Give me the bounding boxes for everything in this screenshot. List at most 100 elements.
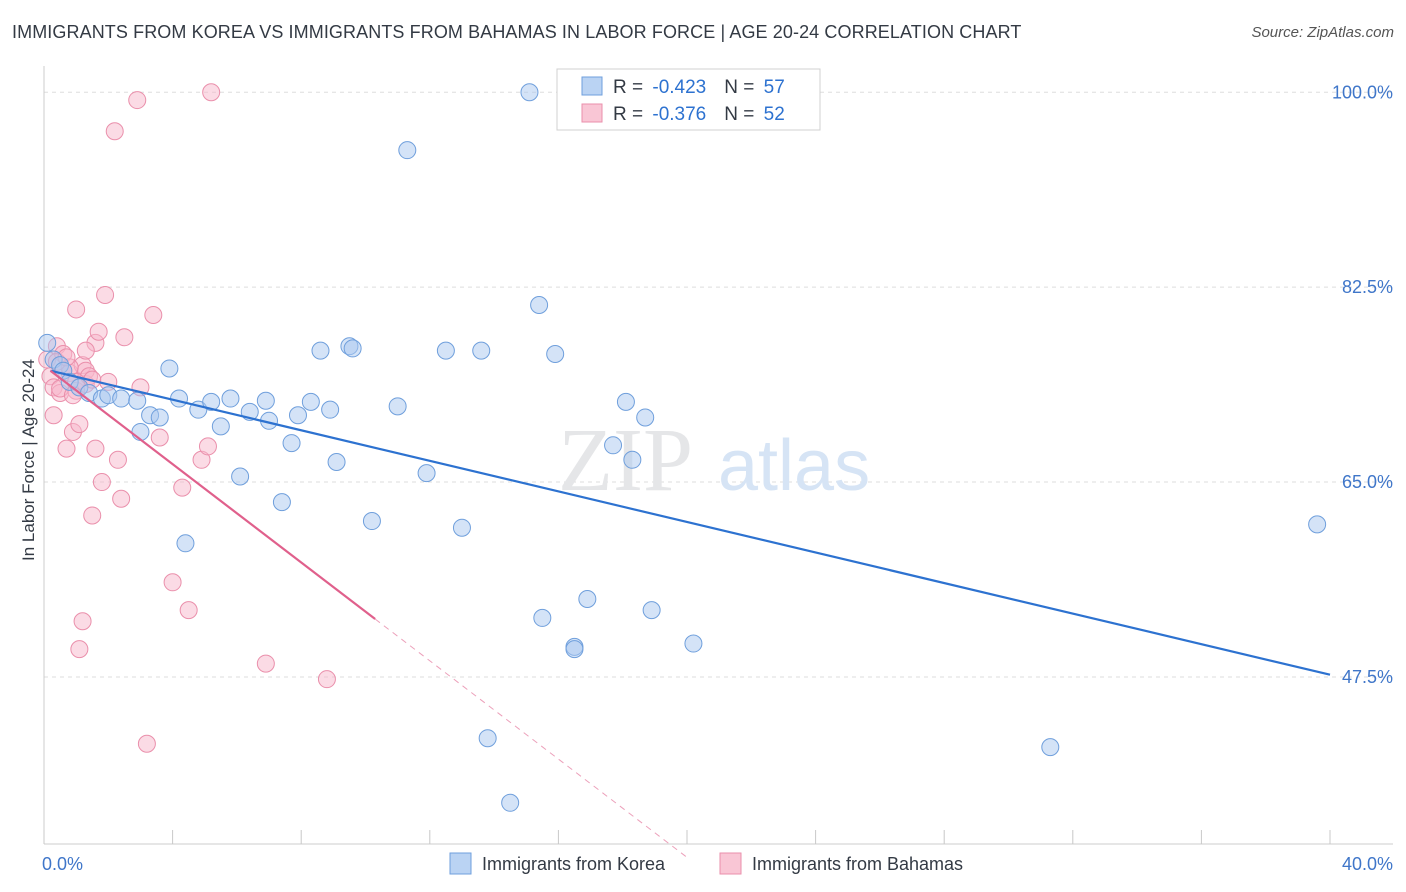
bahamas-point: [202, 83, 221, 102]
korea-point: [221, 389, 240, 408]
series-legend-swatch-bahamas: [719, 852, 742, 875]
y-tick-label: 65.0%: [1342, 472, 1393, 492]
bahamas-point: [89, 322, 108, 341]
bahamas-trend-extension: [374, 618, 688, 858]
korea-point: [150, 408, 169, 427]
korea-point: [170, 389, 189, 408]
series-legend: Immigrants from Korea Immigrants from Ba…: [449, 852, 963, 875]
korea-point: [533, 608, 552, 627]
series-legend-label-korea: Immigrants from Korea: [482, 854, 666, 874]
korea-point: [478, 729, 497, 748]
korea-point: [472, 341, 491, 360]
legend-r-value: -0.376: [652, 104, 706, 125]
korea-point: [272, 493, 291, 512]
bahamas-trend-line: [49, 369, 376, 620]
y-tick-label: 82.5%: [1342, 277, 1393, 297]
x-tick-label: 40.0%: [1342, 854, 1393, 874]
korea-point: [623, 450, 642, 469]
axes: [43, 66, 1393, 845]
chart-title: IMMIGRANTS FROM KOREA VS IMMIGRANTS FROM…: [12, 22, 1022, 42]
korea-point: [176, 534, 195, 553]
korea-point: [131, 422, 150, 441]
bahamas-point: [128, 91, 147, 110]
watermark: ZIP atlas: [558, 411, 870, 510]
bahamas-point: [173, 478, 192, 497]
korea-point: [546, 344, 565, 363]
x-tick-label: 0.0%: [42, 854, 83, 874]
bahamas-point: [57, 439, 76, 458]
legend-r-value: -0.423: [652, 77, 706, 98]
korea-point: [388, 397, 407, 416]
korea-point: [417, 464, 436, 483]
y-tick-label: 47.5%: [1342, 667, 1393, 687]
bahamas-point: [144, 306, 163, 325]
bahamas-point: [150, 428, 169, 447]
korea-point: [321, 400, 340, 419]
korea-point: [282, 434, 301, 453]
tick-labels: 47.5% 65.0% 82.5% 100.0% 0.0% 40.0%: [42, 82, 1393, 874]
legend-n-value: 52: [764, 104, 785, 125]
bahamas-point: [198, 437, 217, 456]
korea-point: [160, 359, 179, 378]
korea-point: [636, 408, 655, 427]
korea-point: [362, 512, 381, 531]
korea-point: [38, 333, 57, 352]
bahamas-point: [115, 328, 134, 347]
korea-point: [436, 341, 455, 360]
legend-r-label: R =: [613, 104, 648, 125]
bahamas-point: [105, 122, 124, 141]
bahamas-point: [73, 612, 92, 631]
bahamas-point: [108, 450, 127, 469]
korea-point: [684, 634, 703, 653]
korea-point: [642, 601, 661, 620]
korea-point: [256, 391, 275, 410]
bahamas-point: [256, 654, 275, 673]
bahamas-point: [92, 473, 111, 492]
korea-trend-line: [50, 369, 1331, 676]
legend-swatch-bahamas: [581, 103, 603, 123]
legend-row-bahamas: R = -0.376 N = 52: [613, 104, 785, 125]
korea-point: [211, 417, 230, 436]
korea-point: [343, 339, 362, 358]
bahamas-point: [112, 489, 131, 508]
bahamas-point: [70, 415, 89, 434]
bahamas-point: [86, 439, 105, 458]
korea-point: [112, 389, 131, 408]
stats-legend: R = -0.423 N = 57 R = -0.376 N = 52: [556, 68, 821, 131]
legend-swatch-korea: [581, 76, 603, 96]
legend-r-label: R =: [613, 77, 648, 98]
legend-n-label: N =: [724, 104, 759, 125]
korea-point: [231, 467, 250, 486]
korea-point: [565, 640, 584, 659]
legend-n-label: N =: [724, 77, 759, 98]
series-legend-label-bahamas: Immigrants from Bahamas: [752, 854, 963, 874]
bahamas-point: [96, 285, 115, 304]
bahamas-point: [76, 341, 95, 360]
korea-point: [327, 453, 346, 472]
trend-lines: [49, 369, 1331, 858]
bahamas-point: [163, 573, 182, 592]
grid-lines: [44, 91, 1393, 678]
y-axis-label: In Labor Force | Age 20-24: [19, 359, 38, 561]
series-legend-swatch-korea: [449, 852, 472, 875]
korea-point: [398, 141, 417, 160]
korea-point: [311, 341, 330, 360]
korea-point: [604, 436, 623, 455]
bahamas-point: [70, 640, 89, 659]
bahamas-point: [83, 506, 102, 525]
bahamas-point: [317, 670, 336, 689]
korea-point: [1308, 515, 1327, 534]
bahamas-point: [137, 734, 156, 753]
korea-point: [501, 793, 520, 812]
korea-point: [616, 392, 635, 411]
y-tick-label: 100.0%: [1332, 82, 1393, 102]
korea-point: [202, 392, 221, 411]
korea-point: [1041, 738, 1060, 757]
legend-n-value: 57: [764, 77, 785, 98]
korea-point: [301, 392, 320, 411]
korea-point: [530, 295, 549, 314]
bahamas-point: [179, 601, 198, 620]
korea-point: [578, 589, 597, 608]
legend-row-korea: R = -0.423 N = 57: [613, 77, 785, 98]
